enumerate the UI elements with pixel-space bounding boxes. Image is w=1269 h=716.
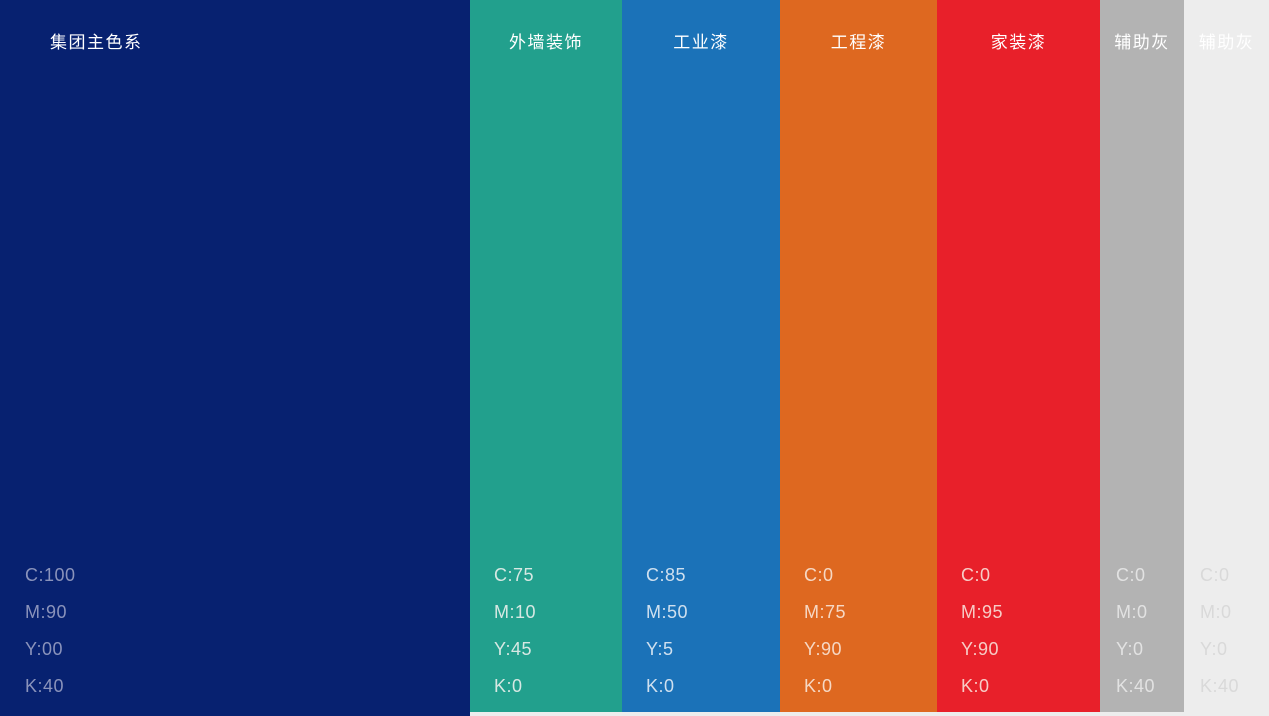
cmyk-values-industrial-paint: C:85 M:50 Y:5 K:0	[646, 557, 780, 705]
swatch-title-auxiliary-gray-dark: 辅助灰	[1114, 33, 1170, 52]
color-swatch-home-decoration-paint[interactable]: 家装漆 C:0 M:95 Y:90 K:0	[937, 0, 1100, 712]
cmyk-c-exterior-wall-decoration: C:75	[494, 565, 535, 585]
cmyk-k-auxiliary-gray-light: K:40	[1200, 676, 1240, 696]
cmyk-c-group-primary: C:100	[25, 565, 76, 585]
cmyk-m-auxiliary-gray-dark: M:0	[1116, 602, 1148, 622]
cmyk-c-engineering-paint: C:0	[804, 565, 834, 585]
swatch-title-group-primary: 集团主色系	[50, 33, 143, 52]
color-swatch-exterior-wall-decoration[interactable]: 外墙装饰 C:75 M:10 Y:45 K:0	[470, 0, 622, 712]
cmyk-y-home-decoration-paint: Y:90	[961, 639, 1000, 659]
color-swatch-engineering-paint[interactable]: 工程漆 C:0 M:75 Y:90 K:0	[780, 0, 937, 712]
cmyk-y-exterior-wall-decoration: Y:45	[494, 639, 533, 659]
cmyk-m-industrial-paint: M:50	[646, 602, 689, 622]
cmyk-values-auxiliary-gray-light: C:0 M:0 Y:0 K:40	[1200, 557, 1269, 705]
cmyk-y-engineering-paint: Y:90	[804, 639, 843, 659]
cmyk-c-home-decoration-paint: C:0	[961, 565, 991, 585]
cmyk-values-auxiliary-gray-dark: C:0 M:0 Y:0 K:40	[1116, 557, 1184, 705]
cmyk-c-auxiliary-gray-dark: C:0	[1116, 565, 1146, 585]
cmyk-values-home-decoration-paint: C:0 M:95 Y:90 K:0	[961, 557, 1100, 705]
color-swatch-auxiliary-gray-light[interactable]: 辅助灰 C:0 M:0 Y:0 K:40	[1184, 0, 1269, 712]
cmyk-k-industrial-paint: K:0	[646, 676, 675, 696]
swatch-title-engineering-paint: 工程漆	[830, 33, 887, 52]
cmyk-y-auxiliary-gray-light: Y:0	[1200, 639, 1228, 659]
cmyk-k-exterior-wall-decoration: K:0	[494, 676, 523, 696]
cmyk-m-auxiliary-gray-light: M:0	[1200, 602, 1232, 622]
cmyk-values-exterior-wall-decoration: C:75 M:10 Y:45 K:0	[494, 557, 622, 705]
cmyk-c-auxiliary-gray-light: C:0	[1200, 565, 1230, 585]
cmyk-m-group-primary: M:90	[25, 602, 68, 622]
cmyk-c-industrial-paint: C:85	[646, 565, 687, 585]
cmyk-y-group-primary: Y:00	[25, 639, 64, 659]
swatch-title-exterior-wall-decoration: 外墙装饰	[509, 33, 583, 52]
swatch-title-auxiliary-gray-light: 辅助灰	[1198, 33, 1255, 52]
cmyk-values-engineering-paint: C:0 M:75 Y:90 K:0	[804, 557, 937, 705]
cmyk-m-engineering-paint: M:75	[804, 602, 847, 622]
cmyk-k-auxiliary-gray-dark: K:40	[1116, 676, 1156, 696]
cmyk-k-group-primary: K:40	[25, 676, 65, 696]
color-swatch-industrial-paint[interactable]: 工业漆 C:85 M:50 Y:5 K:0	[622, 0, 780, 712]
cmyk-k-home-decoration-paint: K:0	[961, 676, 990, 696]
cmyk-m-exterior-wall-decoration: M:10	[494, 602, 537, 622]
cmyk-values-group-primary: C:100 M:90 Y:00 K:40	[25, 557, 470, 705]
swatch-title-home-decoration-paint: 家装漆	[990, 33, 1047, 52]
color-swatch-group-primary[interactable]: 集团主色系 C:100 M:90 Y:00 K:40	[0, 0, 470, 716]
color-swatch-auxiliary-gray-dark[interactable]: 辅助灰 C:0 M:0 Y:0 K:40	[1100, 0, 1184, 712]
cmyk-y-industrial-paint: Y:5	[646, 639, 674, 659]
cmyk-y-auxiliary-gray-dark: Y:0	[1116, 639, 1144, 659]
swatch-title-industrial-paint: 工业漆	[673, 33, 729, 52]
cmyk-m-home-decoration-paint: M:95	[961, 602, 1004, 622]
cmyk-k-engineering-paint: K:0	[804, 676, 833, 696]
